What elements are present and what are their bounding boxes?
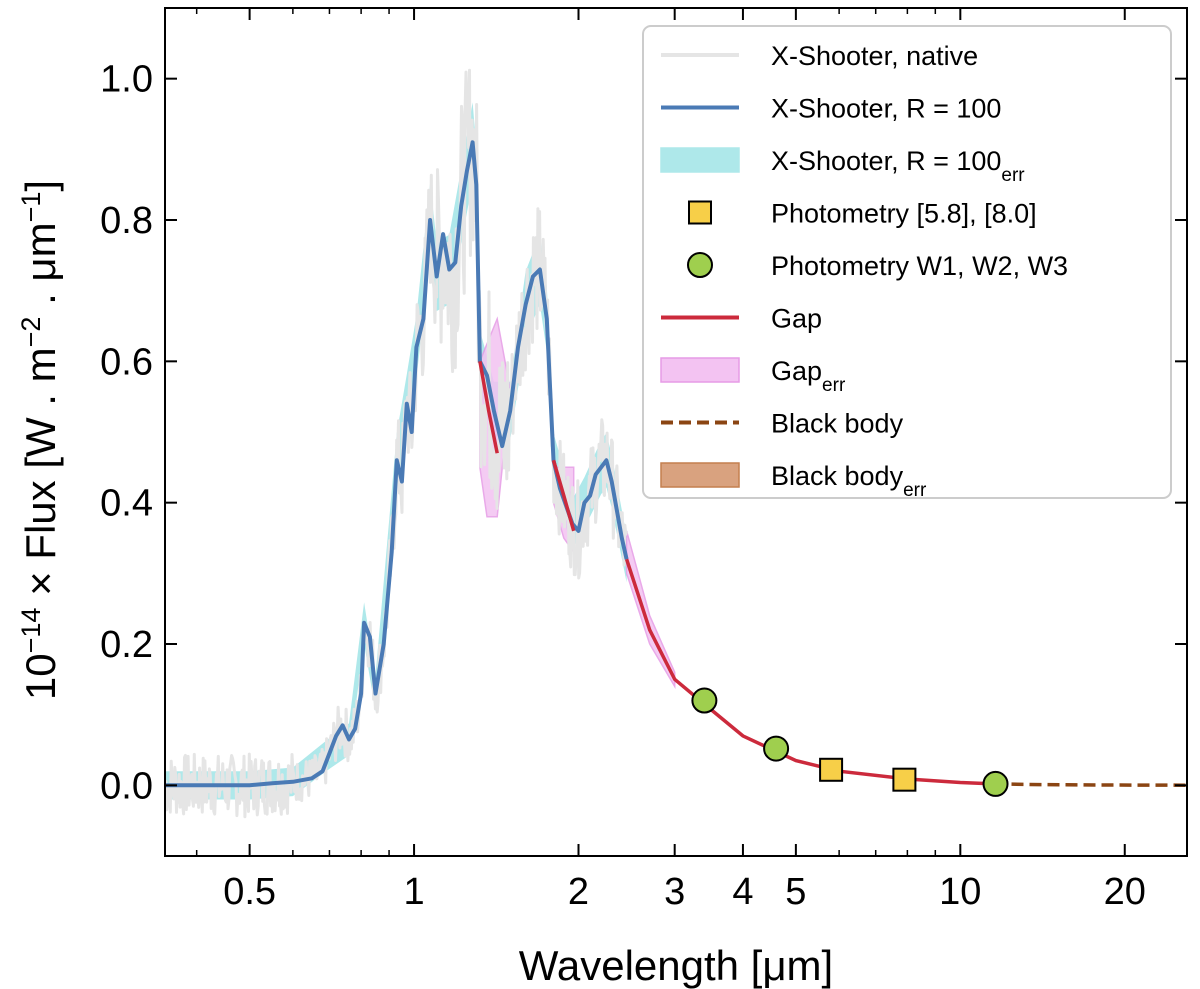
photometry-irac-point-1 xyxy=(819,757,844,782)
y-axis-label-part-6: −1 xyxy=(16,192,46,223)
legend-entry-4-label-main: Photometry [5.8], [8.0] xyxy=(771,199,1037,229)
y-tick-label-5: 0.8 xyxy=(100,200,153,242)
axes: 0.5 1 2 3 4 5 10 20 0.0 0.2 0.4 0.6 0.8 1.0 Wavelength… xyxy=(16,7,1188,989)
y-tick-label-3: 0.4 xyxy=(100,483,153,525)
legend-entry-3-label: X-Shooter, R = 100err xyxy=(771,146,1025,186)
legend-entry-5-label: Photometry W1, W2, W3 xyxy=(771,251,1068,281)
plot-frame xyxy=(164,7,1188,857)
y-axis-label-part-4: −2 xyxy=(16,317,46,348)
photometry-markers xyxy=(691,687,1009,797)
legend-entry-6-label: Gap xyxy=(771,304,822,334)
native-spectrum xyxy=(165,68,629,819)
gap-line-1 xyxy=(478,360,499,454)
legend-entry-9-handle xyxy=(660,462,740,488)
legend-entry-9-label: Black bodyerr xyxy=(771,461,927,501)
y-axis-label-part-7: ] xyxy=(17,180,64,192)
legend-entry-7-label-sub: err xyxy=(822,375,846,396)
legend-entry-5-label-main: Photometry W1, W2, W3 xyxy=(771,251,1068,281)
legend-entry-4-handle xyxy=(688,200,712,225)
x-tick-label-3: 2 xyxy=(568,871,589,913)
legend-entry-1-label-main: X-Shooter, native xyxy=(771,41,978,71)
y-axis-label-part-5: . μm xyxy=(17,222,64,316)
legend-entry-9-label-main: Black body xyxy=(771,461,904,491)
photometry-irac-point-2 xyxy=(892,767,917,792)
photometry-wise-point-1 xyxy=(691,687,718,714)
black-body-line xyxy=(993,782,1187,787)
legend-entry-6-label-main: Gap xyxy=(771,304,822,334)
y-tick-label-1: 0.0 xyxy=(100,765,153,807)
legend-entry-9-label-sub: err xyxy=(903,480,927,501)
legend-entry-5-handle xyxy=(687,252,713,278)
legend-entry-8-label: Black body xyxy=(771,409,904,439)
y-tick-label-6: 1.0 xyxy=(100,59,153,101)
legend-box xyxy=(642,25,1172,499)
photometry-wise-point-2 xyxy=(763,735,790,762)
legend-entry-3-label-main: X-Shooter, R = 100 xyxy=(771,146,1001,176)
photometry-wise-point-3 xyxy=(982,770,1009,797)
y-tick-label-4: 0.6 xyxy=(100,341,153,383)
legend-entry-4-label: Photometry [5.8], [8.0] xyxy=(771,199,1037,229)
gap-line-3 xyxy=(624,558,994,786)
y-axis-label-part-3: × Flux [W . m xyxy=(17,347,64,607)
legend-entry-7-label-main: Gap xyxy=(771,356,822,386)
x-tick-label-5: 4 xyxy=(732,871,753,913)
x-tick-label-4: 3 xyxy=(664,871,685,913)
native-spectrum-line xyxy=(165,68,629,819)
y-axis-label: 10−14 × Flux [W . m−2 . μm−1] xyxy=(16,180,64,700)
legend-entry-1-label: X-Shooter, native xyxy=(771,41,978,71)
legend-entry-7-label: Gaperr xyxy=(771,356,846,396)
gap-error-band-3 xyxy=(625,530,676,690)
legend-entry-8-label-main: Black body xyxy=(771,409,904,439)
x-tick-label-8: 20 xyxy=(1104,871,1146,913)
legend-entry-7-handle xyxy=(660,357,740,383)
x-tick-label-1: 0.5 xyxy=(223,871,276,913)
y-axis-label-part-1: 10 xyxy=(17,653,64,700)
y-tick-label-2: 0.2 xyxy=(100,624,153,666)
x-tick-label-2: 1 xyxy=(403,871,424,913)
x-tick-label-7: 10 xyxy=(939,871,981,913)
legend-entry-2-label-main: X-Shooter, R = 100 xyxy=(771,94,1001,124)
gap-line-2 xyxy=(551,459,576,532)
legend-entry-3-handle xyxy=(660,147,740,173)
y-axis-label-part-2: −14 xyxy=(16,608,46,654)
x-axis-label: Wavelength [μm] xyxy=(519,942,833,989)
legend-entry-2-label: X-Shooter, R = 100 xyxy=(771,94,1001,124)
legend-entry-3-label-sub: err xyxy=(1001,165,1025,186)
x-tick-label-6: 5 xyxy=(785,871,806,913)
